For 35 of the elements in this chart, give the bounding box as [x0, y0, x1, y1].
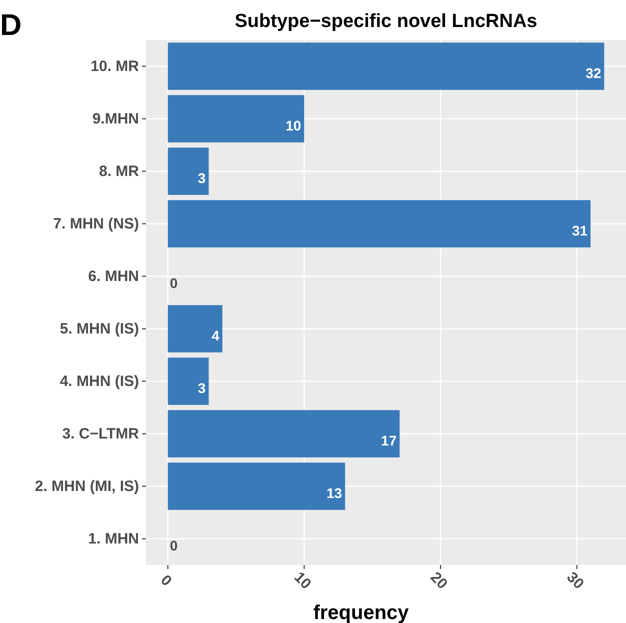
data-label: 0: [170, 275, 178, 292]
data-label: 3: [198, 170, 206, 186]
bar: [168, 200, 591, 248]
text: D: [0, 9, 22, 42]
y-tick-label: 10. MR: [90, 58, 140, 76]
bar: [168, 410, 400, 458]
bar: [168, 95, 304, 142]
y-tick-label: 8. MR: [98, 163, 140, 180]
x-tick-label: 10: [290, 568, 314, 593]
y-tick-label: 2. MHN (MI, IS): [34, 478, 139, 496]
x-tick-label: 0: [157, 572, 176, 590]
y-tick-label: 3. C−LTMR: [62, 426, 140, 443]
x-axis-title: frequency: [313, 602, 410, 623]
data-label: 10: [286, 118, 302, 134]
x-tick-label: 20: [426, 568, 451, 593]
y-tick-label: 5. MHN (IS): [60, 320, 139, 338]
data-label: 32: [586, 65, 602, 82]
data-label: 17: [381, 432, 397, 449]
y-tick-label: 6. MHN: [88, 268, 139, 286]
y-tick-label: 1. MHN: [88, 530, 139, 548]
bar: [168, 462, 346, 510]
y-tick-label: 4. MHN (IS): [60, 373, 139, 390]
data-label: 0: [170, 538, 178, 554]
bar: [168, 148, 209, 195]
data-label: 3: [198, 380, 206, 396]
y-tick-label: 9.MHN: [92, 110, 139, 128]
x-tick-label: 30: [563, 568, 588, 593]
bar: [168, 358, 209, 405]
data-label: 4: [212, 328, 220, 344]
bar: [168, 305, 222, 352]
data-label: 13: [326, 485, 342, 502]
data-label: 31: [572, 222, 588, 239]
y-tick-label: 7. MHN (NS): [53, 216, 139, 233]
chart-title: Subtype−specific novel LncRNAs: [234, 11, 538, 32]
bar: [168, 42, 604, 90]
